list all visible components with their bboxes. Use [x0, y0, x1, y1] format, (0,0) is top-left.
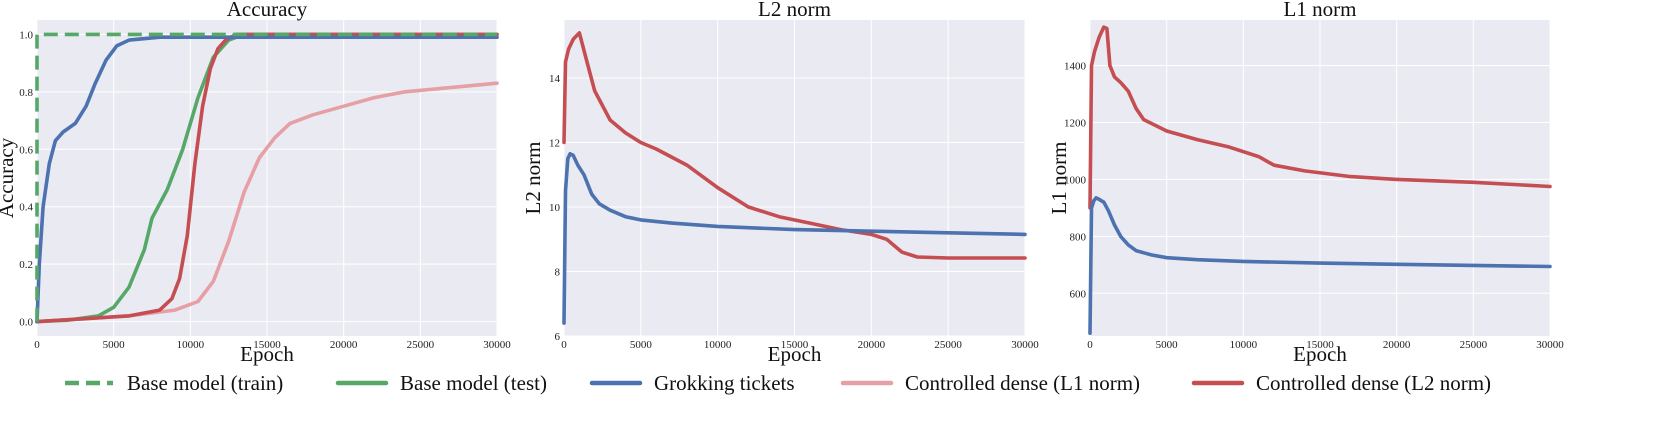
- legend: Base model (train) Base model (test) Grokk…: [65, 371, 1491, 395]
- legend-label: Base model (test): [400, 371, 547, 395]
- y-tick-label: 0.0: [19, 317, 33, 329]
- x-tick-label: 5000: [1156, 339, 1179, 351]
- series-line-grokking: [1088, 196, 1552, 336]
- series-line-grokking: [562, 152, 1027, 325]
- y-tick-label: 6: [555, 331, 561, 343]
- x-tick-label: 15000: [781, 339, 809, 351]
- series-line-base-test: [35, 32, 499, 324]
- legend-entry-base-test: Base model (test): [335, 371, 547, 395]
- y-tick-label: 0.2: [19, 259, 33, 271]
- x-tick-label: 25000: [407, 339, 435, 351]
- y-tick-label: 1400: [1064, 61, 1087, 73]
- x-tick-label: 5000: [630, 339, 653, 351]
- x-tick-label: 5000: [103, 339, 126, 351]
- panel-1: 0 5000 10000 15000 20000 25000 30000 0.0 0.2 0.4 0…: [0, 0, 511, 366]
- x-tick-label: 30000: [483, 339, 511, 351]
- x-axis-label: Epoch: [240, 342, 294, 366]
- y-tick-label: 0.8: [19, 87, 33, 99]
- series-line-controlled-l2: [35, 32, 499, 324]
- legend-label: Controlled dense (L2 norm): [1256, 371, 1491, 395]
- x-tick-label: 25000: [934, 339, 962, 351]
- x-tick-label: 30000: [1011, 339, 1039, 351]
- series-line-controlled-l2: [1088, 25, 1552, 210]
- panel-2: 0 5000 10000 15000 20000 25000 30000 6 8 10 12 14 L2…: [521, 0, 1039, 366]
- legend-entry-controlled-l1: Controlled dense (L1 norm): [840, 371, 1140, 395]
- legend-label: Base model (train): [127, 371, 283, 395]
- chart-title: L1 norm: [1284, 0, 1357, 21]
- y-tick-label: 800: [1070, 231, 1087, 243]
- y-tick-label: 1.0: [19, 29, 33, 41]
- x-tick-label: 20000: [1383, 339, 1411, 351]
- x-tick-label: 0: [561, 339, 567, 351]
- y-axis-label: L2 norm: [521, 142, 545, 215]
- x-tick-label: 25000: [1460, 339, 1488, 351]
- chart-title: L2 norm: [758, 0, 831, 21]
- series-line-controlled-l2: [562, 31, 1027, 260]
- legend-entry-controlled-l2: Controlled dense (L2 norm): [1191, 371, 1491, 395]
- x-tick-label: 10000: [1230, 339, 1258, 351]
- x-tick-label: 10000: [177, 339, 205, 351]
- chart-title: Accuracy: [227, 0, 308, 21]
- legend-label: Controlled dense (L1 norm): [905, 371, 1140, 395]
- y-tick-label: 0.4: [19, 202, 33, 214]
- x-tick-label: 0: [1087, 339, 1093, 351]
- y-tick-label: 0.6: [19, 144, 33, 156]
- y-tick-label: 1200: [1064, 117, 1087, 129]
- x-tick-label: 15000: [1306, 339, 1334, 351]
- y-axis-label: L1 norm: [1047, 142, 1071, 215]
- y-axis-label: Accuracy: [0, 137, 18, 218]
- y-tick-label: 10: [549, 202, 561, 214]
- x-tick-label: 15000: [253, 339, 281, 351]
- panels: 0 5000 10000 15000 20000 25000 300000.00.20.40…: [0, 0, 1564, 366]
- x-axis-label: Epoch: [1293, 342, 1347, 366]
- legend-entry-base-train: Base model (train): [65, 371, 283, 395]
- series-line-base-train: [35, 32, 497, 322]
- x-tick-label: 20000: [330, 339, 358, 351]
- x-axis-label: Epoch: [768, 342, 822, 366]
- y-tick-label: 1000: [1064, 174, 1087, 186]
- x-tick-label: 30000: [1536, 339, 1564, 351]
- x-tick-label: 0: [34, 339, 40, 351]
- panel-3: 0 5000 10000 15000 20000 25000 30000 600 800 1000…: [1047, 0, 1564, 366]
- series-line-controlled-l1: [35, 81, 499, 324]
- y-tick-label: 8: [555, 267, 561, 279]
- y-tick-label: 12: [549, 138, 560, 150]
- y-tick-label: 600: [1070, 288, 1087, 300]
- legend-label: Grokking tickets: [654, 371, 795, 395]
- x-tick-label: 20000: [858, 339, 886, 351]
- legend-entry-grokking: Grokking tickets: [589, 371, 795, 395]
- series-line-grokking: [35, 35, 499, 324]
- x-tick-label: 10000: [704, 339, 732, 351]
- y-tick-label: 14: [549, 73, 561, 85]
